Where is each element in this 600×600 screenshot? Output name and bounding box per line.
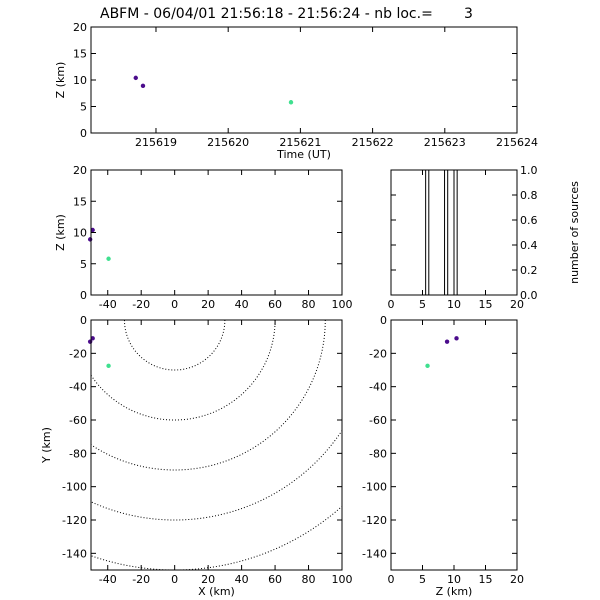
plot-frame	[390, 319, 518, 571]
y-tick-label: -140	[62, 547, 87, 560]
x-tick-label: 100	[332, 298, 353, 311]
y-tick-label: 0	[80, 127, 87, 140]
x-tick-label: 60	[268, 298, 282, 311]
data-point	[87, 237, 93, 242]
x-tick-label: -20	[132, 298, 150, 311]
y-tick-label: -20	[69, 347, 87, 360]
x-tick-label: 20	[201, 573, 215, 586]
x-tick-label: 5	[419, 573, 426, 586]
y-tick-label: 1.0	[520, 164, 538, 177]
data-point	[454, 336, 459, 341]
y-tick-label: 15	[73, 195, 87, 208]
y-tick-label: 0	[80, 289, 87, 302]
x-tick-label: 80	[302, 298, 316, 311]
range-rings	[91, 320, 342, 570]
x-tick-label: 0	[388, 298, 395, 311]
x-tick-label: 215619	[135, 136, 177, 149]
x-axis-label: Z (km)	[436, 585, 473, 598]
x-tick-label: -40	[99, 573, 117, 586]
y-tick-label: -40	[69, 381, 87, 394]
y-tick-label: -80	[69, 447, 87, 460]
y-axis-label: number of sources	[568, 181, 581, 284]
data-point	[90, 336, 95, 341]
x-tick-label: 215624	[496, 136, 538, 149]
x-tick-label: 60	[268, 573, 282, 586]
y-tick-label: -100	[362, 481, 387, 494]
y-axis-label: Z (km)	[54, 62, 67, 99]
x-tick-label: -40	[99, 298, 117, 311]
height-histogram-panel: 0 5 10 15 200.0 0.2 0.4 0.6 0.8 1.0 number of sour…	[388, 164, 582, 311]
data-point	[425, 363, 430, 369]
y-tick-label: 10	[73, 227, 87, 240]
x-tick-label: 10	[447, 573, 461, 586]
y-tick-label: 0.0	[520, 289, 538, 302]
data-point	[140, 83, 146, 89]
x-tick-label: 215622	[352, 136, 394, 149]
y-tick-label: 20	[73, 21, 87, 34]
x-tick-label: 20	[201, 298, 215, 311]
y-tick-label: -40	[369, 381, 387, 394]
plot-frame	[90, 169, 343, 296]
y-tick-label: -140	[362, 547, 387, 560]
y-tick-label: 0.6	[520, 214, 538, 227]
data-point	[133, 75, 138, 81]
x-tick-label: 215620	[207, 136, 249, 149]
y-axis-label: Z (km)	[54, 214, 67, 251]
y-axis-label: Y (km)	[40, 427, 53, 464]
x-tick-label: 5	[419, 298, 426, 311]
y-tick-label: 15	[73, 48, 87, 61]
x-tick-label: 215621	[279, 136, 321, 149]
data-point	[288, 100, 294, 105]
height-y-panel: 0 5 10 15 20 -140 -120 -100 -80 -60 -40 -20 0 Z (km)	[362, 314, 524, 598]
y-tick-label: -120	[62, 514, 87, 527]
x-tick-label: 20	[510, 298, 524, 311]
data-point	[444, 339, 450, 344]
y-tick-label: 5	[80, 101, 87, 114]
x-tick-label: 15	[479, 298, 493, 311]
data-point	[106, 256, 111, 261]
x-axis-label: X (km)	[198, 585, 235, 598]
y-tick-label: 0	[80, 314, 87, 327]
time-height-panel: 215619 215620 215621 215622 215623 215624 0 5 10…	[54, 21, 538, 161]
x-tick-label: 20	[510, 573, 524, 586]
data-point	[90, 227, 95, 233]
data-point	[87, 339, 93, 344]
x-tick-label: 80	[302, 573, 316, 586]
data-point	[106, 363, 111, 369]
y-tick-label: -80	[369, 447, 387, 460]
y-tick-label: 0	[380, 314, 387, 327]
y-tick-label: -60	[369, 414, 387, 427]
y-tick-label: 5	[80, 258, 87, 271]
x-tick-label: 40	[235, 298, 249, 311]
y-tick-label: -120	[362, 514, 387, 527]
plot-frame	[90, 319, 343, 571]
y-tick-label: 20	[73, 164, 87, 177]
x-tick-label: 215623	[424, 136, 466, 149]
x-tick-label: 0	[388, 573, 395, 586]
histogram-outline	[391, 169, 517, 296]
y-tick-label: -100	[62, 481, 87, 494]
x-height-panel: -40 -20 0 20 40 60 80 100 0 5 10 15 20 Z (km)	[54, 164, 353, 311]
plot-frame	[90, 26, 518, 134]
x-tick-label: -20	[132, 573, 150, 586]
y-tick-label: -20	[369, 347, 387, 360]
figure-title: ABFM - 06/04/01 21:56:18 - 21:56:24 - nb…	[100, 6, 473, 22]
x-axis-label: Time (UT)	[276, 148, 331, 161]
x-tick-label: 100	[332, 573, 353, 586]
plan-view-panel: -40 -20 0 20 40 60 80 100 -140 -120 -100 -80 -60 -40 -…	[40, 314, 353, 598]
x-tick-label: 40	[235, 573, 249, 586]
y-tick-label: 0.8	[520, 189, 538, 202]
x-tick-label: 10	[447, 298, 461, 311]
y-tick-label: -60	[69, 414, 87, 427]
y-tick-label: 0.2	[520, 264, 538, 277]
x-tick-label: 0	[171, 573, 178, 586]
range-ring	[123, 320, 226, 371]
x-tick-label: 0	[171, 298, 178, 311]
x-tick-label: 15	[479, 573, 493, 586]
y-tick-label: 10	[73, 74, 87, 87]
y-tick-label: 0.4	[520, 239, 538, 252]
